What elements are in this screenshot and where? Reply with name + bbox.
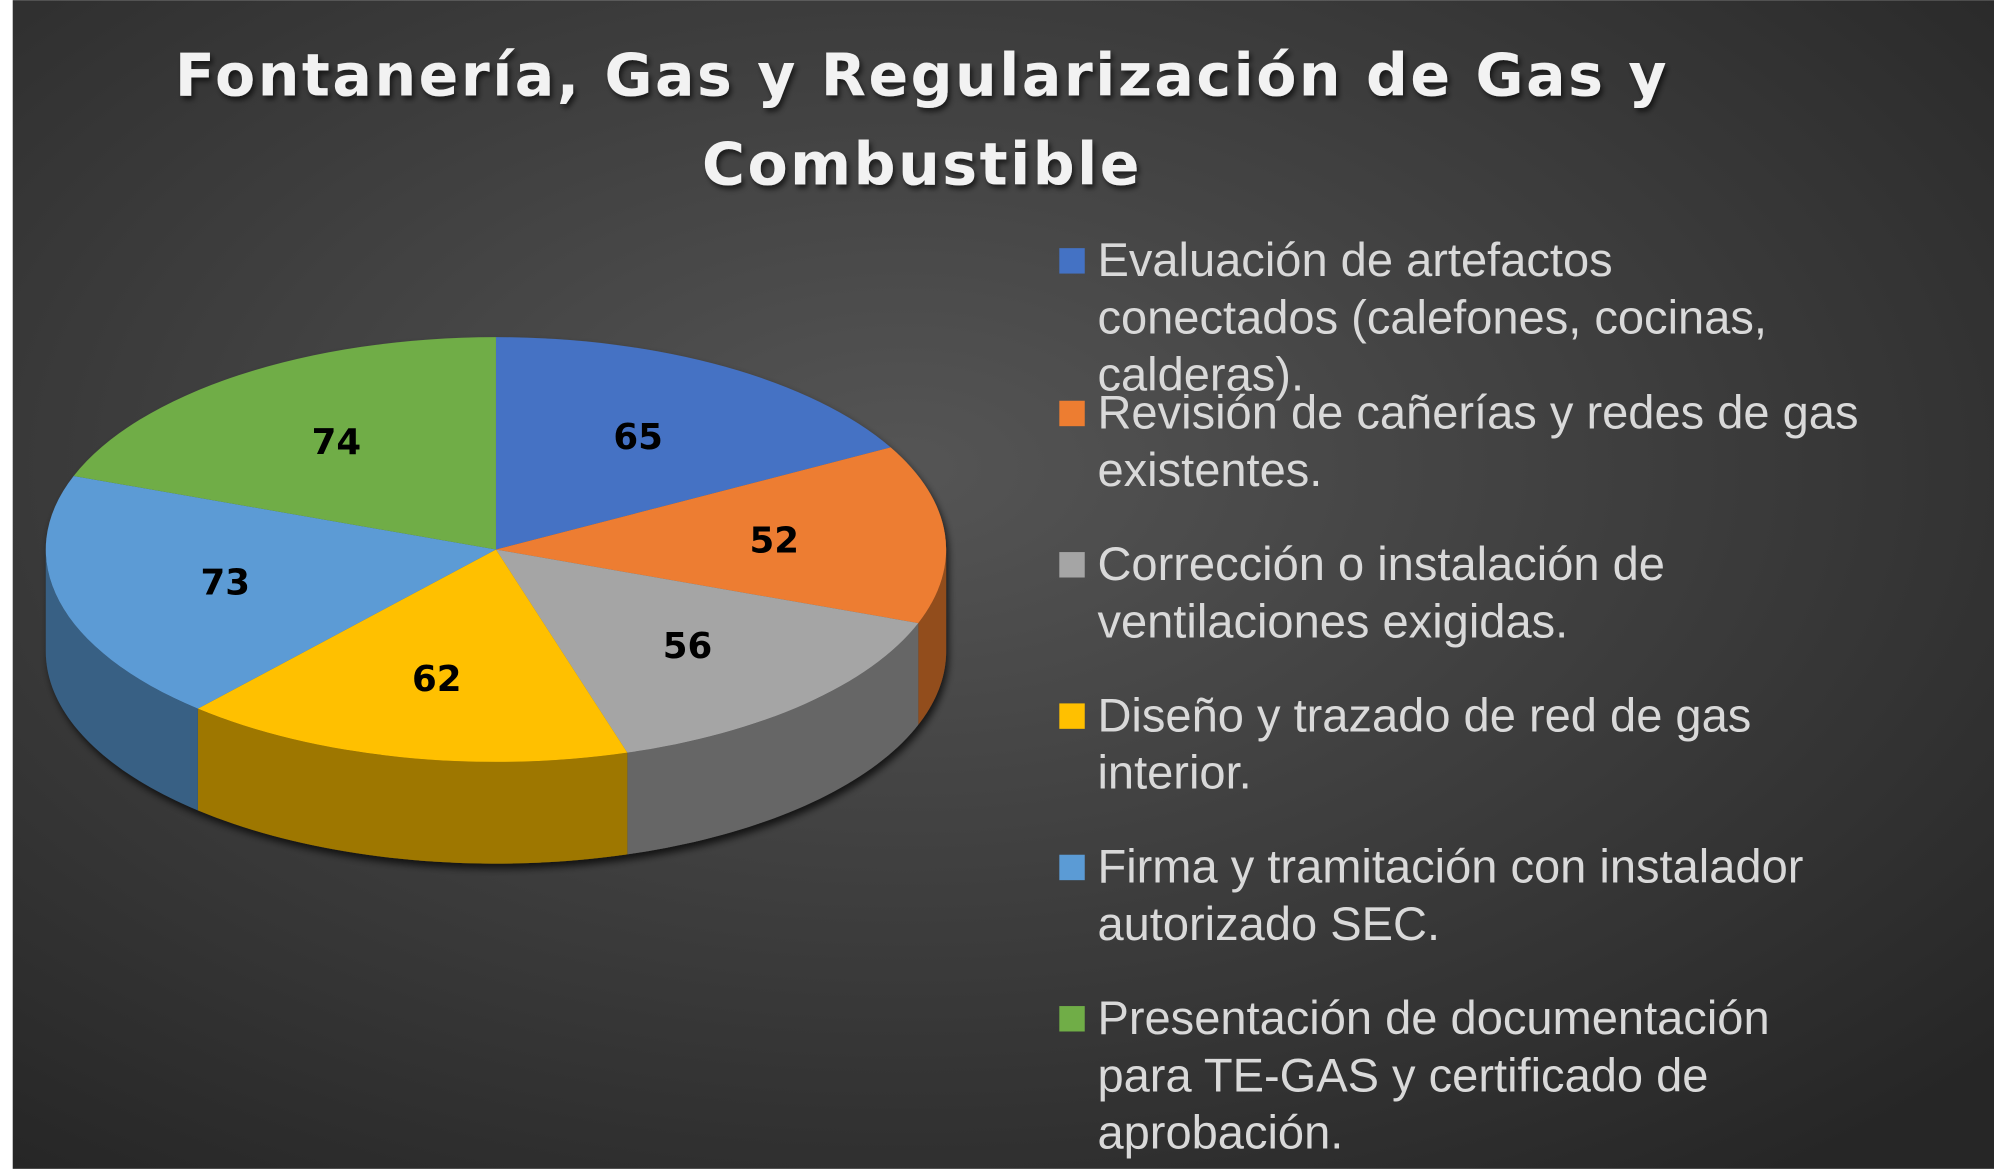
data-label-3: 62: [412, 659, 462, 700]
legend-label-line: Evaluación de artefactos: [1097, 233, 1612, 286]
legend-item-2: Corrección o instalación deventilaciones…: [1059, 537, 1665, 647]
legend-label-line: para TE-GAS y certificado de: [1097, 1048, 1708, 1101]
slice-1: [495, 447, 947, 624]
legend-label-line: Diseño y trazado de red de gas: [1097, 688, 1751, 741]
slice-side-3: [197, 708, 628, 864]
data-label-5: 74: [312, 422, 362, 463]
legend-label-line: Presentación de documentación: [1097, 991, 1769, 1044]
legend-label-line: Corrección o instalación de: [1097, 537, 1664, 590]
legend-swatch: [1059, 400, 1085, 427]
chart-title-line-1: Fontanería, Gas y Regularización de Gas …: [175, 42, 1669, 110]
data-label-4: 73: [201, 562, 251, 603]
legend-swatch: [1059, 552, 1085, 578]
legend-swatch: [1059, 248, 1085, 274]
legend-item-1: Revisión de cañerías y redes de gasexist…: [1059, 386, 1858, 496]
legend-label-line: existentes.: [1097, 443, 1322, 496]
pie: [45, 337, 947, 864]
slice-0: [495, 337, 891, 550]
data-labels: 65 52 56 62 73 74: [201, 417, 800, 700]
legend-label-line: Firma y tramitación con instalador: [1097, 840, 1803, 893]
slice-side-2: [627, 623, 919, 855]
slice-4: [45, 475, 496, 709]
legend-label-line: calderas).: [1097, 348, 1304, 401]
chart-title-line-2: Combustible: [702, 131, 1142, 199]
legend-item-4: Firma y tramitación con instaladorautori…: [1059, 840, 1803, 950]
legend-label-line: aprobación.: [1097, 1105, 1343, 1158]
slice-side-1: [918, 549, 947, 725]
slice-2: [495, 549, 919, 753]
slice-side-4: [45, 549, 198, 811]
legend-swatch: [1059, 703, 1085, 729]
legend-label-line: Revisión de cañerías y redes de gas: [1097, 386, 1858, 439]
data-label-2: 56: [663, 626, 713, 667]
slice-5: [73, 337, 496, 550]
legend-label-line: interior.: [1097, 746, 1251, 799]
data-label-0: 65: [613, 417, 663, 458]
legend-label-line: ventilaciones exigidas.: [1097, 594, 1568, 647]
data-label-1: 52: [750, 521, 800, 562]
legend-label-line: conectados (calefones, cocinas,: [1097, 290, 1767, 343]
legend-swatch: [1059, 1006, 1085, 1032]
legend-swatch: [1059, 854, 1085, 881]
slice-3: [197, 549, 628, 762]
legend-label-line: autorizado SEC.: [1097, 897, 1440, 950]
